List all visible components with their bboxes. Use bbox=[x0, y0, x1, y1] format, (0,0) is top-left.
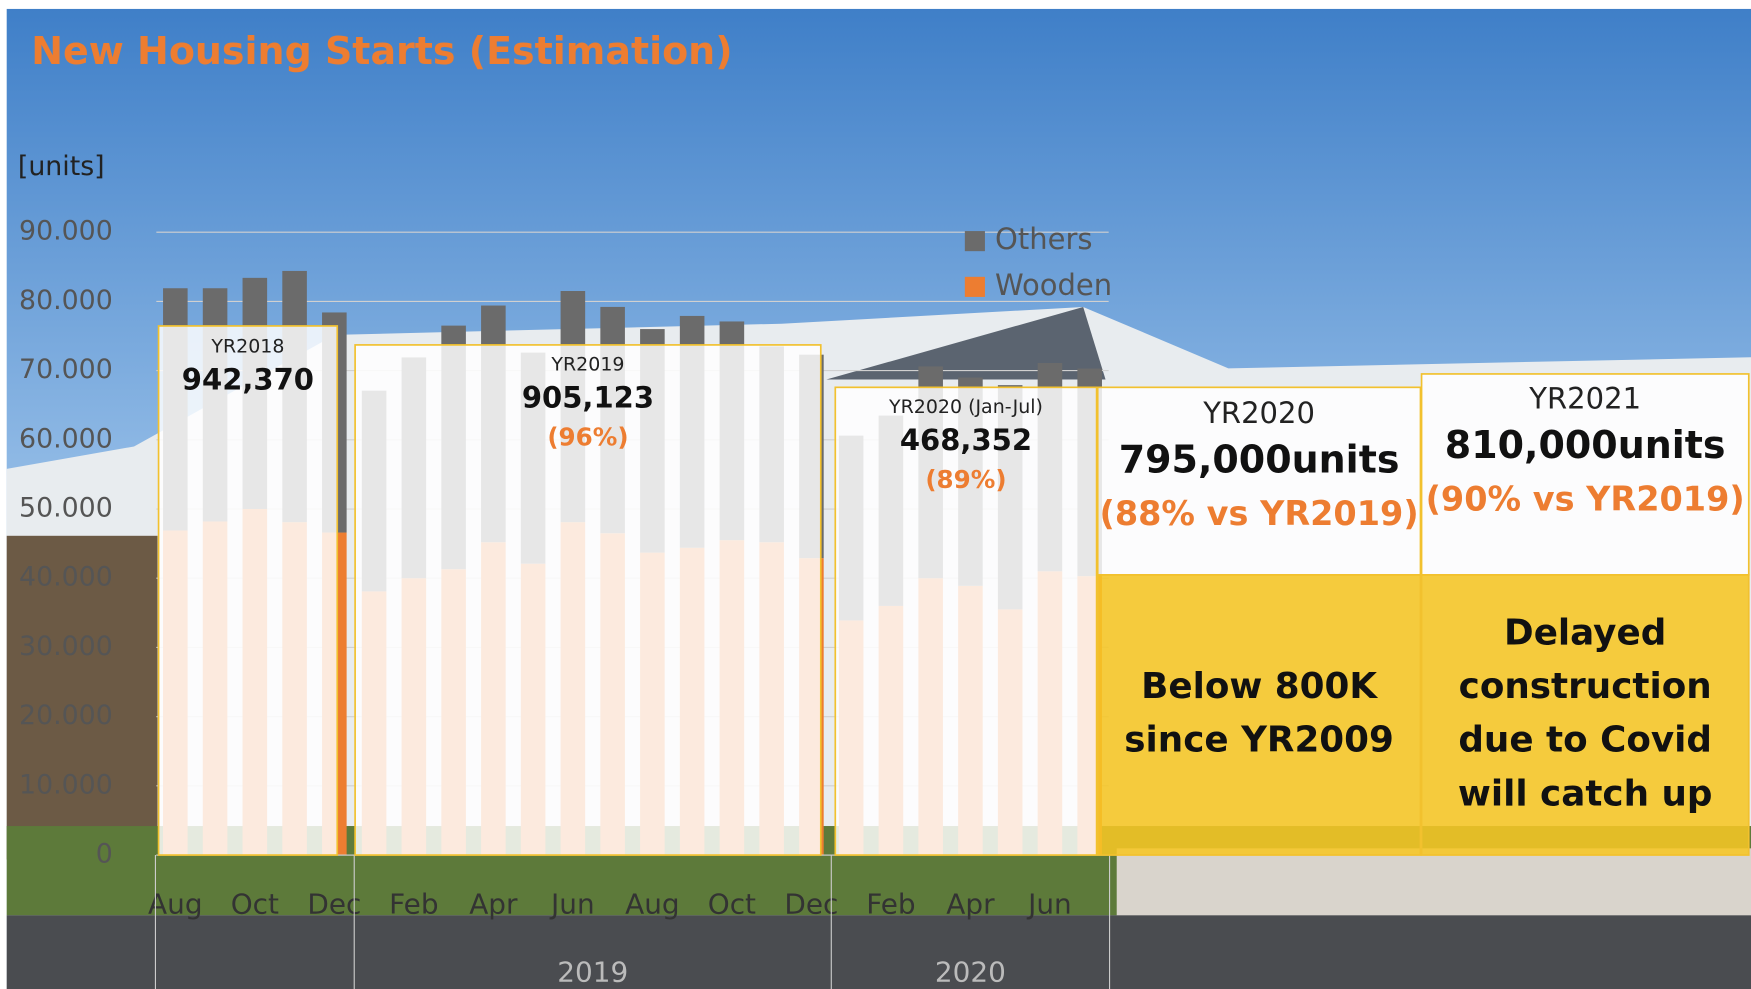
y-tick-label: 60.000 bbox=[19, 423, 113, 454]
y-tick-label: 50.000 bbox=[19, 493, 113, 524]
legend-label: Wooden bbox=[995, 268, 1112, 302]
annotation-note: (88% vs YR2019) bbox=[1100, 494, 1419, 533]
annotation-label: YR2021 bbox=[1528, 382, 1641, 416]
comment-line: due to Covid bbox=[1458, 720, 1712, 761]
chart-title: New Housing Starts (Estimation) bbox=[31, 29, 732, 73]
comment-line: Below 800K bbox=[1141, 666, 1378, 707]
x-tick-label: Feb bbox=[389, 887, 438, 920]
annotation-box bbox=[355, 345, 821, 855]
y-tick-label: 10.000 bbox=[19, 769, 113, 800]
annotation-value: 942,370 bbox=[182, 363, 314, 397]
comment-line: construction bbox=[1459, 666, 1712, 707]
x-tick-label: Oct bbox=[708, 887, 756, 920]
annotation-value: 795,000units bbox=[1119, 438, 1400, 482]
annotation-note: (89%) bbox=[925, 465, 1006, 494]
annotation-box bbox=[159, 326, 338, 855]
comment-box bbox=[1098, 575, 1421, 855]
y-axis-label: [units] bbox=[18, 151, 105, 182]
y-tick-label: 0 bbox=[96, 839, 113, 870]
y-tick-label: 70.000 bbox=[19, 354, 113, 385]
comment-line: will catch up bbox=[1458, 773, 1713, 814]
annotation-value: 810,000units bbox=[1445, 423, 1726, 467]
y-tick-label: 90.000 bbox=[19, 216, 113, 247]
annotation-value: 905,123 bbox=[522, 381, 654, 415]
x-tick-label: Jun bbox=[549, 887, 595, 920]
x-tick-label: Apr bbox=[469, 887, 518, 920]
x-tick-label: Dec bbox=[307, 887, 361, 920]
chart: New Housing Starts (Estimation) [units] … bbox=[0, 0, 1751, 989]
annotation-label: YR2020 bbox=[1202, 396, 1315, 430]
annotation-note: (90% vs YR2019) bbox=[1426, 480, 1745, 519]
annotation-note: (96%) bbox=[547, 423, 628, 452]
comment-line: since YR2009 bbox=[1124, 720, 1394, 761]
y-tick-label: 40.000 bbox=[19, 562, 113, 593]
annotation-label: YR2020 (Jan-Jul) bbox=[888, 396, 1043, 418]
legend-label: Others bbox=[995, 222, 1093, 256]
year-label: 2020 bbox=[935, 955, 1006, 988]
annotation-label: YR2019 bbox=[550, 354, 624, 376]
x-tick-label: Apr bbox=[946, 887, 995, 920]
annotation-label: YR2018 bbox=[210, 336, 284, 358]
comment-line: Delayed bbox=[1504, 613, 1666, 654]
year-label: 2019 bbox=[557, 955, 628, 988]
x-tick-label: Feb bbox=[866, 887, 915, 920]
x-tick-label: Dec bbox=[784, 887, 838, 920]
y-tick-label: 20.000 bbox=[19, 700, 113, 731]
annotation-box bbox=[835, 387, 1096, 855]
x-tick-label: Oct bbox=[231, 887, 279, 920]
y-tick-label: 30.000 bbox=[19, 631, 113, 662]
x-tick-label: Aug bbox=[148, 887, 203, 920]
x-tick-label: Aug bbox=[625, 887, 680, 920]
annotation-value: 468,352 bbox=[900, 423, 1032, 457]
legend-swatch bbox=[965, 231, 985, 251]
y-tick-label: 80.000 bbox=[19, 285, 113, 316]
x-tick-label: Jun bbox=[1026, 887, 1072, 920]
legend-swatch bbox=[965, 277, 985, 297]
